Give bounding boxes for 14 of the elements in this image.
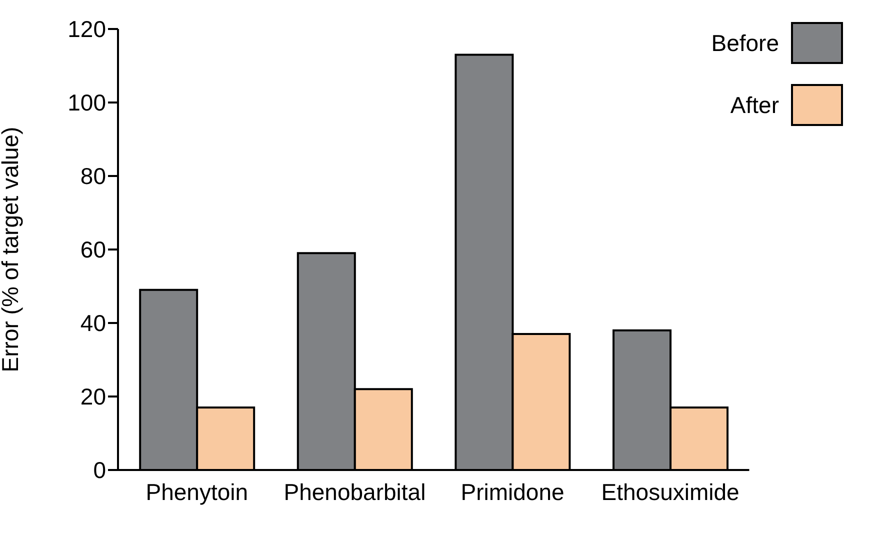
y-tick-label: 60 xyxy=(80,236,106,263)
y-tick-label: 40 xyxy=(80,310,106,336)
y-tick-label: 80 xyxy=(80,163,106,190)
legend-label: Before xyxy=(711,30,779,56)
x-tick-label: Phenobarbital xyxy=(284,479,426,505)
y-tick-label: 20 xyxy=(80,384,106,410)
y-axis-title: Error (% of target value) xyxy=(0,126,24,372)
y-tick-label: 0 xyxy=(93,457,106,484)
x-tick-label: Ethosuximide xyxy=(601,479,740,505)
x-tick-label: Phenytoin xyxy=(146,479,248,505)
legend-label: After xyxy=(730,92,779,118)
y-tick-label: 100 xyxy=(68,90,106,116)
x-tick-label: Primidone xyxy=(460,479,564,505)
y-tick-label: 120 xyxy=(68,16,106,42)
